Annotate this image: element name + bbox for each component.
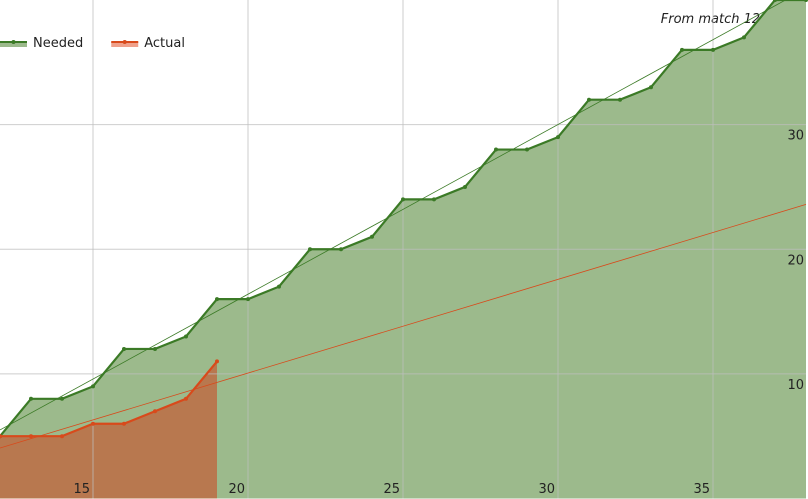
x-tick-label: 20: [228, 482, 245, 497]
x-tick-label: 15: [73, 482, 90, 497]
marker: [29, 434, 33, 439]
marker: [804, 0, 808, 2]
marker: [618, 97, 622, 102]
marker: [742, 35, 746, 40]
marker: [29, 396, 33, 401]
trend-line: [0, 204, 807, 449]
legend-marker: [122, 40, 127, 44]
legend-item: Needed: [0, 36, 83, 51]
marker: [587, 97, 591, 102]
marker: [339, 247, 343, 252]
marker: [91, 384, 95, 389]
x-tick-label: 35: [693, 482, 710, 497]
marker: [649, 85, 653, 90]
y-tick-label: 30: [787, 129, 804, 144]
marker: [60, 396, 64, 401]
marker: [401, 197, 405, 202]
legend-label: Needed: [33, 36, 83, 51]
legend-swatch: [111, 42, 139, 47]
x-tick-label: 25: [383, 482, 400, 497]
marker: [246, 297, 250, 302]
legend-item: Actual: [111, 36, 185, 51]
marker: [277, 284, 281, 289]
marker: [0, 434, 2, 439]
marker: [184, 396, 188, 401]
marker: [215, 359, 219, 364]
marker: [773, 0, 777, 2]
marker: [122, 346, 126, 351]
line: [0, 360, 218, 438]
marker: [494, 147, 498, 152]
marker: [215, 297, 219, 302]
marker: [432, 197, 436, 202]
area: [0, 361, 217, 499]
marker: [153, 409, 157, 414]
legend-label: Actual: [144, 36, 185, 51]
marker: [153, 346, 157, 351]
marker: [525, 147, 529, 152]
legend-marker: [11, 40, 16, 44]
marker: [60, 434, 64, 439]
y-tick-label: 20: [787, 253, 804, 268]
marker: [370, 234, 374, 239]
marker: [184, 334, 188, 339]
x-tick-label: 30: [538, 482, 555, 497]
marker: [91, 421, 95, 426]
y-tick-label: 10: [787, 378, 804, 393]
marker: [556, 135, 560, 140]
marker: [711, 47, 715, 52]
marker: [308, 247, 312, 252]
marker: [122, 421, 126, 426]
marker: [463, 184, 467, 189]
legend-swatch: [0, 42, 27, 47]
marker: [680, 47, 684, 52]
